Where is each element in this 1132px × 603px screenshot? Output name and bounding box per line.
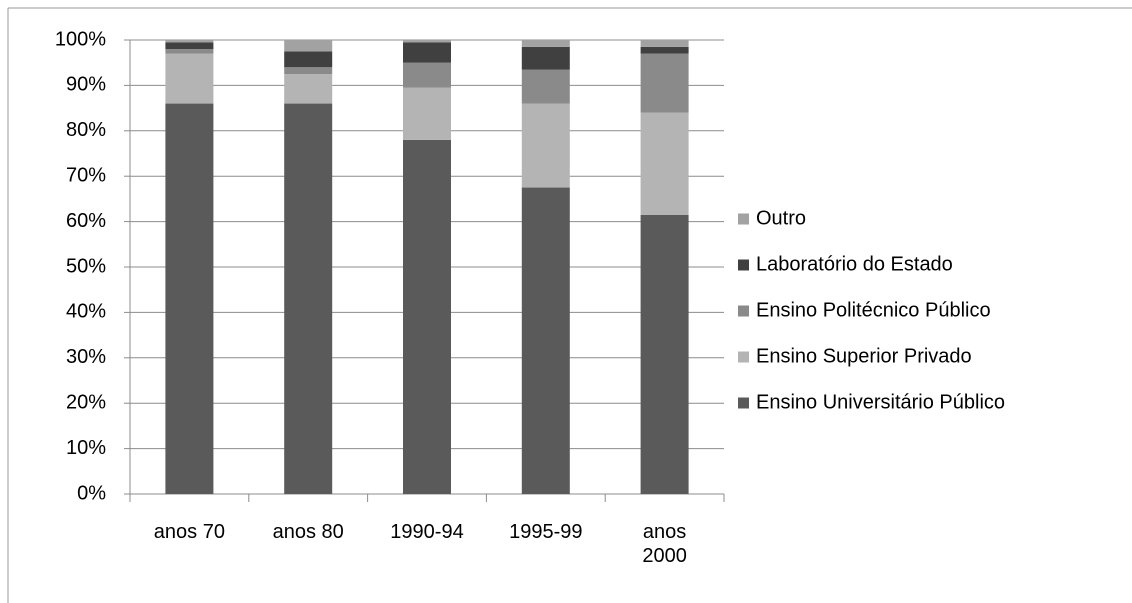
- y-tick-label: 30%: [66, 346, 106, 368]
- x-tick-label: 1995-99: [509, 521, 583, 543]
- legend-label: Ensino Superior Privado: [756, 345, 972, 367]
- y-tick-label: 10%: [66, 437, 106, 459]
- y-tick-label: 90%: [66, 74, 106, 96]
- y-tick-label: 80%: [66, 119, 106, 141]
- y-tick-label: 50%: [66, 255, 106, 277]
- bar-segment: [640, 40, 689, 47]
- legend-swatch: [738, 397, 749, 409]
- y-tick-label: 40%: [66, 301, 106, 323]
- bar-segment: [403, 87, 451, 140]
- bar-segment: [284, 40, 333, 52]
- bar-segment: [403, 62, 451, 88]
- legend-label: Laboratório do Estado: [756, 253, 953, 275]
- bar-segment: [521, 40, 570, 47]
- y-tick-label: 70%: [66, 164, 106, 186]
- bar-segment: [165, 49, 214, 54]
- y-tick-label: 100%: [55, 28, 106, 50]
- bar-segment: [521, 69, 570, 104]
- legend-label: Ensino Universitário Público: [756, 391, 1005, 413]
- bar-segment: [640, 46, 689, 54]
- y-tick-label: 20%: [66, 391, 106, 413]
- bar-segment: [403, 139, 451, 494]
- bar-segment: [403, 40, 451, 43]
- bar-segment: [284, 51, 333, 68]
- bar-segment: [284, 67, 333, 75]
- legend-label: Outro: [756, 207, 806, 229]
- y-tick-label: 60%: [66, 210, 106, 232]
- bar-segment: [284, 74, 333, 104]
- bar-segment: [521, 103, 570, 188]
- bar-segment: [640, 112, 689, 215]
- x-tick-label: 1990-94: [390, 521, 464, 543]
- bar-segment: [165, 53, 214, 104]
- x-tick-label: anos 80: [272, 521, 344, 543]
- bar-segment: [284, 103, 333, 494]
- bar-segment: [521, 46, 570, 70]
- bar-segment: [165, 103, 214, 494]
- bar-segment: [403, 42, 451, 63]
- x-tick-label: anos 70: [153, 521, 225, 543]
- legend-label: Ensino Politécnico Público: [756, 299, 991, 321]
- bar-segment: [521, 187, 570, 495]
- legend-swatch: [738, 213, 749, 225]
- bar-segment: [640, 53, 689, 113]
- legend-swatch: [738, 351, 749, 363]
- bar-segment: [165, 40, 214, 43]
- x-tick-label: anos 2000: [642, 521, 687, 567]
- bar-segment: [165, 42, 214, 50]
- legend-swatch: [738, 305, 749, 317]
- y-tick-label: 0%: [77, 482, 106, 504]
- legend-swatch: [738, 259, 749, 271]
- bar-segment: [640, 214, 689, 495]
